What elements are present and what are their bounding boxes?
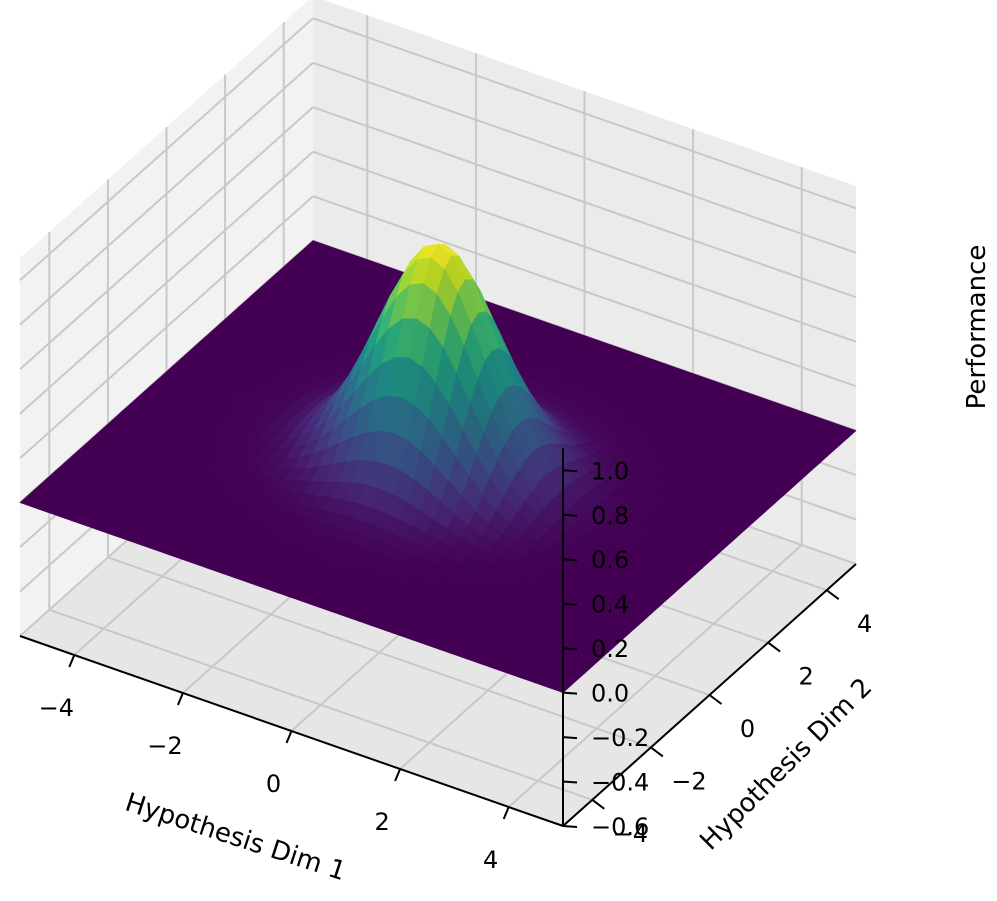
y-axis-title: Hypothesis Dim 2 <box>694 672 878 856</box>
y-tick-mark <box>767 641 781 653</box>
z-tick-label: −0.6 <box>591 813 649 841</box>
z-tick-mark <box>562 825 578 828</box>
z-tick-mark <box>562 736 578 740</box>
x-tick-label: −2 <box>147 732 182 760</box>
z-tick-label: 0.2 <box>591 635 629 663</box>
grid-line-z-back <box>312 17 857 210</box>
y-tick-mark <box>591 798 605 810</box>
z-tick-mark <box>562 780 578 784</box>
axis-lines <box>19 448 857 828</box>
x-axis-title: Hypothesis Dim 1 <box>121 788 349 888</box>
z-tick-label: −0.4 <box>591 769 649 797</box>
z-tick-mark <box>562 469 578 473</box>
y-tick-mark <box>826 589 840 601</box>
grid-line-y-floor <box>107 556 652 749</box>
y-tick-mark <box>650 746 664 758</box>
z-tick-label: 0.6 <box>591 546 629 574</box>
z-tick-mark <box>562 647 578 651</box>
z-tick-label: 1.0 <box>591 457 629 485</box>
z-tick-mark <box>562 602 578 606</box>
axis-labels: Hypothesis Dim 1 Hypothesis Dim 2 Perfor… <box>39 245 992 888</box>
grid-line-z-left <box>19 62 314 326</box>
grid-line-z-back <box>312 150 857 343</box>
grid-line-z-left <box>19 195 314 459</box>
x-tick-mark <box>285 730 293 744</box>
y-tick-label: −4 <box>613 820 648 848</box>
z-tick-label: −0.2 <box>591 724 649 752</box>
z-axis-title: Performance <box>962 245 992 410</box>
z-tick-label: 0.0 <box>591 680 629 708</box>
x-tick-label: 0 <box>266 770 281 798</box>
x-tick-mark <box>394 768 402 782</box>
surface-plot <box>19 240 857 693</box>
y-tick-label: 2 <box>798 663 813 691</box>
grid-line-z-back <box>312 106 857 299</box>
x-tick-mark <box>68 654 76 668</box>
z-tick-label: 0.4 <box>591 591 629 619</box>
x-tick-mark <box>176 692 184 706</box>
grid-line-z-back <box>312 61 857 254</box>
x-tick-label: 4 <box>483 846 498 874</box>
z-tick-mark <box>562 691 578 695</box>
y-tick-label: 4 <box>857 610 872 638</box>
y-tick-mark <box>708 694 723 705</box>
z-tick-label: 0.8 <box>591 502 629 530</box>
grid-line-z-left <box>19 150 314 415</box>
grid-line-z-left <box>19 106 314 370</box>
grid-line-z-back <box>312 195 857 388</box>
grid-line-y-floor <box>48 608 593 801</box>
y-tick-label: −2 <box>671 767 706 795</box>
y-tick-label: 0 <box>740 715 755 743</box>
x-tick-label: −4 <box>39 694 74 722</box>
z-tick-mark <box>562 513 578 517</box>
x-tick-mark <box>502 806 510 820</box>
z-tick-mark <box>562 558 578 562</box>
x-tick-label: 2 <box>374 808 389 836</box>
surface-patch <box>548 680 571 693</box>
grid-line-z-left <box>19 17 314 282</box>
